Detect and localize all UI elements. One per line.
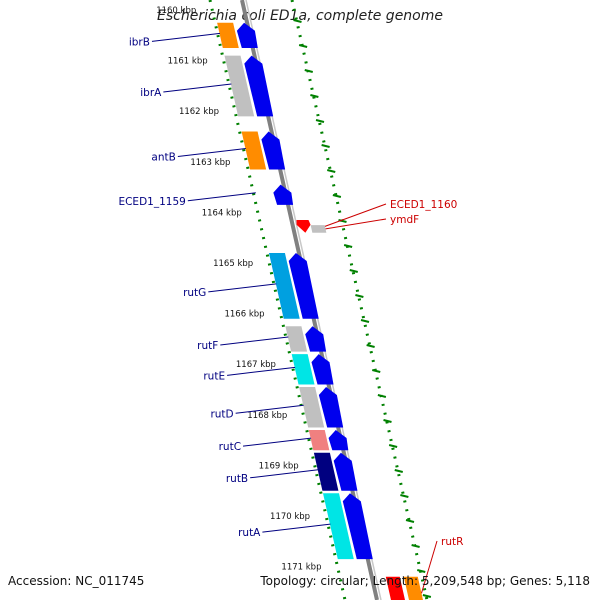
gene-features xyxy=(217,22,424,600)
tick-label-1168: 1168 kbp xyxy=(247,411,287,421)
guide-dash xyxy=(332,194,342,198)
guide-dash xyxy=(360,319,370,323)
cds-arrow-rutc xyxy=(328,430,349,451)
tick-label-1169: 1169 kbp xyxy=(259,461,299,471)
guide-dash xyxy=(293,19,302,23)
label-rutd: rutD xyxy=(210,408,233,420)
cds-arrow-ruta xyxy=(342,493,373,560)
leader-eced1_1160 xyxy=(324,203,387,227)
tick-dot-guides xyxy=(208,0,432,600)
cds-arrow-rutd xyxy=(318,387,344,428)
label-rutg: rutG xyxy=(183,287,206,299)
guide-dash xyxy=(411,544,420,548)
outer-dotted-guide xyxy=(290,0,429,600)
leader-antb xyxy=(177,147,246,157)
gene-ibra xyxy=(224,55,255,117)
guide-dash xyxy=(383,419,392,423)
cds-arrow-rutb xyxy=(333,452,358,491)
gene-labels: ibrB ibrA antB ECED1_1159 rutG rutF rutE rutD ru… xyxy=(118,32,463,594)
guide-dash xyxy=(422,594,432,598)
guide-dash xyxy=(366,344,375,348)
guide-dash xyxy=(388,444,398,448)
tick-label-1166: 1166 kbp xyxy=(224,310,264,320)
leader-rutr xyxy=(420,540,438,594)
gene-rutf xyxy=(285,326,308,352)
leader-rutb xyxy=(250,469,319,479)
guide-dash xyxy=(304,69,313,73)
leader-ibrb xyxy=(151,32,221,42)
inner-dotted-guide xyxy=(208,0,347,600)
label-ibrb: ibrB xyxy=(129,36,150,48)
tick-label-1163: 1163 kbp xyxy=(190,158,230,168)
guide-dash xyxy=(400,494,409,498)
tick-label-1161: 1161 kbp xyxy=(168,57,208,67)
label-rutb: rutB xyxy=(226,473,248,485)
cds-arrow-rutg xyxy=(288,252,319,319)
leader-ibra xyxy=(163,83,232,93)
label-rute: rutE xyxy=(203,370,225,382)
label-rutf: rutF xyxy=(197,340,218,352)
topology-text: Topology: circular; Length: 5,209,548 bp… xyxy=(260,574,590,588)
kbp-ticks: 1160 kbp 1161 kbp 1162 kbp 1163 kbp 1164 kbp… xyxy=(156,6,321,573)
guide-dash xyxy=(310,94,319,98)
guide-dash xyxy=(349,269,358,273)
gene-eced1_1160 xyxy=(296,220,311,233)
tick-label-1167: 1167 kbp xyxy=(236,360,276,370)
cds-arrow-rute xyxy=(311,354,334,385)
leader-rutg xyxy=(208,283,277,293)
guide-dash xyxy=(298,44,308,48)
gene-ibrb xyxy=(217,22,239,49)
tick-label-1164: 1164 kbp xyxy=(202,208,242,218)
cds-arrow-ibrb xyxy=(236,22,258,49)
cds-arrow-rutf xyxy=(305,326,327,352)
leader-rutd xyxy=(235,404,304,414)
tick-label-1162: 1162 kbp xyxy=(179,107,219,117)
label-rutr: rutR xyxy=(441,536,463,548)
gene-rute xyxy=(291,354,315,385)
label-ibra: ibrA xyxy=(140,87,162,99)
guide-dash xyxy=(377,394,387,398)
guide-dash xyxy=(343,244,353,248)
gene-rutr-orange xyxy=(403,576,424,600)
label-ymdf: ymdF xyxy=(390,214,419,226)
cds-arrow-antb xyxy=(261,131,286,170)
gene-rutd xyxy=(299,387,325,428)
tick-label-1160: 1160 kbp xyxy=(156,6,196,16)
gene-rutg xyxy=(268,252,300,319)
gene-rutr xyxy=(385,576,406,600)
guide-dash xyxy=(338,219,347,223)
guide-dash xyxy=(321,144,330,148)
tick-label-1171: 1171 kbp xyxy=(281,563,321,573)
guide-dash xyxy=(327,169,336,173)
leader-rute xyxy=(227,366,296,376)
guide-dash xyxy=(417,569,426,573)
leader-ymdf xyxy=(325,218,387,230)
gene-ymdf xyxy=(310,225,327,233)
accession-text: Accession: NC_011745 xyxy=(8,574,145,588)
tick-label-1165: 1165 kbp xyxy=(213,259,253,269)
tick-label-1170: 1170 kbp xyxy=(270,512,310,522)
label-eced1_1160: ECED1_1160 xyxy=(390,199,457,211)
guide-dash xyxy=(372,369,381,373)
leader-rutc xyxy=(242,437,312,447)
guide-dash xyxy=(355,294,364,298)
guide-dash xyxy=(315,119,325,123)
label-ruta: rutA xyxy=(238,527,261,539)
cds-arrow-eced1_1159 xyxy=(273,184,294,205)
gene-rutc xyxy=(308,430,330,451)
leader-rutf xyxy=(220,336,289,346)
leader-ruta xyxy=(262,523,331,533)
gene-ruta xyxy=(322,493,354,560)
leader-eced1_1159 xyxy=(187,192,256,202)
map-title: Escherichia coli ED1a, complete genome xyxy=(157,8,443,24)
guide-dash xyxy=(394,469,403,473)
label-antb: antB xyxy=(151,151,175,163)
guide-dash xyxy=(405,519,415,523)
cds-arrow-ibra xyxy=(244,55,274,117)
label-eced1_1159: ECED1_1159 xyxy=(118,196,185,208)
label-rutc: rutC xyxy=(219,441,241,453)
gene-antb xyxy=(241,131,267,170)
gene-rutb xyxy=(313,452,339,491)
